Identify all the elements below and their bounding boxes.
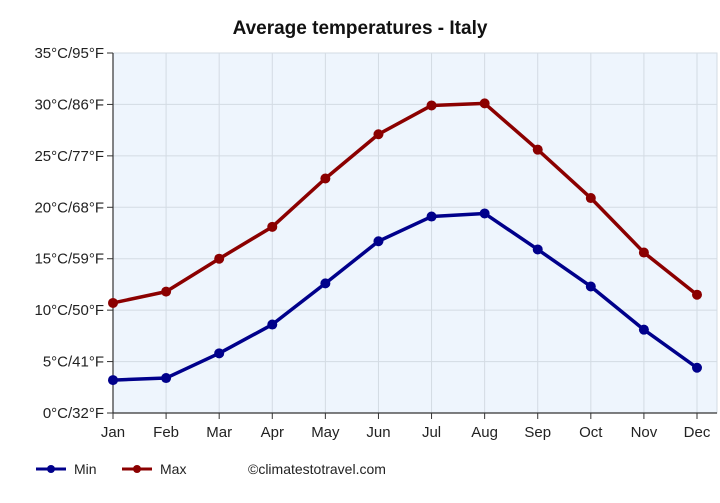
data-point-min: [214, 348, 225, 359]
data-point-max: [585, 193, 596, 204]
x-tick-label: Jan: [101, 424, 125, 441]
legend-swatch-marker: [47, 465, 55, 473]
legend: Min Max: [36, 461, 186, 477]
y-tick-label: 10°C/50°F: [34, 302, 104, 319]
x-tick-label: Sep: [524, 424, 551, 441]
legend-swatch-marker: [133, 465, 141, 473]
data-point-max: [426, 100, 437, 111]
legend-item-min: Min: [36, 461, 97, 477]
source-credit: ©climatestotravel.com: [248, 461, 386, 477]
axes: [112, 52, 718, 414]
data-point-min: [585, 281, 596, 292]
data-point-min: [638, 324, 649, 335]
y-tick-label: 5°C/41°F: [43, 354, 104, 371]
data-point-min: [108, 375, 118, 386]
chart-title: Average temperatures - Italy: [233, 18, 488, 39]
data-point-max: [532, 144, 543, 155]
data-point-max: [479, 98, 490, 109]
series-line-min: [111, 211, 699, 382]
y-tick-label: 20°C/68°F: [34, 199, 104, 216]
x-axis-ticks: Jan Feb Mar Apr May Jun Jul Aug Sep Oct Nov Dec: [101, 413, 711, 441]
data-point-min: [426, 211, 437, 222]
data-point-min: [320, 278, 331, 289]
y-axis-ticks: 0°C/32°F 5°C/41°F 10°C/50°F 15°C/59°F 20°C/6…: [34, 45, 113, 422]
x-tick-label: Jun: [366, 424, 390, 441]
x-tick-label: Mar: [206, 424, 232, 441]
data-point-max: [320, 173, 331, 184]
data-point-min: [373, 236, 384, 247]
data-point-max: [692, 289, 702, 300]
y-tick-label: 0°C/32°F: [43, 405, 104, 422]
data-point-min: [267, 319, 278, 330]
series: [108, 98, 702, 386]
data-point-min: [692, 362, 702, 373]
y-tick-label: 30°C/86°F: [34, 96, 104, 113]
y-tick-label: 35°C/95°F: [34, 45, 104, 62]
legend-item-max: Max: [122, 461, 186, 477]
x-tick-label: Jul: [422, 424, 441, 441]
x-tick-label: Oct: [579, 424, 603, 441]
x-tick-label: Feb: [153, 424, 179, 441]
data-point-max: [161, 286, 172, 297]
x-tick-label: May: [311, 424, 340, 441]
data-point-min: [161, 373, 172, 384]
x-tick-label: Apr: [261, 424, 284, 441]
y-tick-label: 15°C/59°F: [34, 251, 104, 268]
y-tick-label: 25°C/77°F: [34, 148, 104, 165]
series-line-max: [111, 101, 699, 305]
data-point-max: [373, 129, 384, 140]
data-point-max: [638, 247, 649, 258]
data-point-min: [532, 244, 543, 255]
data-point-max: [108, 297, 118, 308]
legend-label: Min: [74, 461, 97, 477]
x-tick-label: Dec: [684, 424, 711, 441]
legend-label: Max: [160, 461, 186, 477]
data-point-min: [479, 208, 490, 219]
x-tick-label: Aug: [471, 424, 498, 441]
data-point-max: [214, 253, 225, 264]
x-tick-label: Nov: [631, 424, 658, 441]
data-point-max: [267, 221, 278, 232]
